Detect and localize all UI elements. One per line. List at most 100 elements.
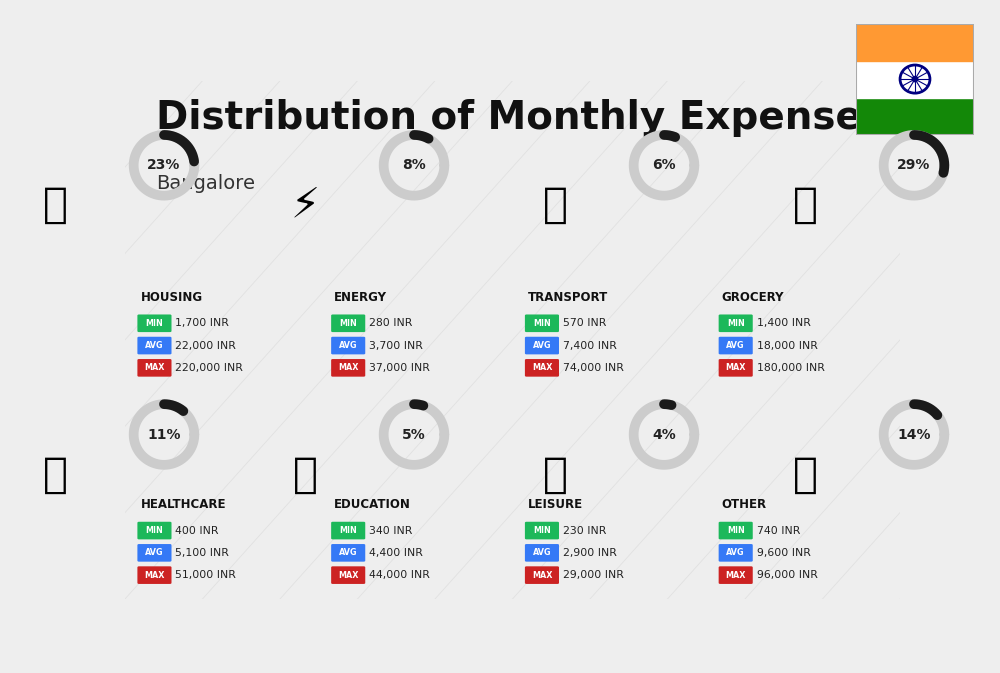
Text: HOUSING: HOUSING	[140, 291, 203, 304]
Text: 5%: 5%	[402, 427, 426, 441]
Text: MAX: MAX	[726, 571, 746, 579]
Text: 💓: 💓	[42, 454, 68, 495]
Text: Bangalore: Bangalore	[156, 174, 255, 193]
Text: AVG: AVG	[145, 341, 164, 350]
Text: HEALTHCARE: HEALTHCARE	[140, 498, 226, 511]
Text: MAX: MAX	[144, 363, 165, 372]
Text: MIN: MIN	[727, 526, 745, 535]
Text: AVG: AVG	[145, 548, 164, 557]
Text: 1,400 INR: 1,400 INR	[757, 318, 810, 328]
Text: ENERGY: ENERGY	[334, 291, 387, 304]
Text: TRANSPORT: TRANSPORT	[528, 291, 608, 304]
Text: 4%: 4%	[652, 427, 676, 441]
FancyBboxPatch shape	[719, 359, 753, 377]
Text: GROCERY: GROCERY	[722, 291, 784, 304]
Text: 9,600 INR: 9,600 INR	[757, 548, 810, 558]
Text: 280 INR: 280 INR	[369, 318, 413, 328]
Text: MIN: MIN	[339, 526, 357, 535]
FancyBboxPatch shape	[719, 336, 753, 355]
Text: 1,700 INR: 1,700 INR	[175, 318, 229, 328]
Text: 7,400 INR: 7,400 INR	[563, 341, 617, 351]
Text: MAX: MAX	[338, 571, 358, 579]
Text: AVG: AVG	[533, 548, 551, 557]
Text: 96,000 INR: 96,000 INR	[757, 570, 818, 580]
Text: 23%: 23%	[147, 158, 181, 172]
Text: OTHER: OTHER	[722, 498, 767, 511]
Text: MAX: MAX	[144, 571, 165, 579]
Text: 5,100 INR: 5,100 INR	[175, 548, 229, 558]
FancyBboxPatch shape	[719, 522, 753, 539]
Text: AVG: AVG	[533, 341, 551, 350]
FancyBboxPatch shape	[525, 314, 559, 332]
Text: MIN: MIN	[339, 319, 357, 328]
Text: 230 INR: 230 INR	[563, 526, 606, 536]
Text: 2,900 INR: 2,900 INR	[563, 548, 617, 558]
Text: 37,000 INR: 37,000 INR	[369, 363, 430, 373]
FancyBboxPatch shape	[525, 359, 559, 377]
Text: LEISURE: LEISURE	[528, 498, 583, 511]
FancyBboxPatch shape	[331, 359, 365, 377]
FancyBboxPatch shape	[525, 566, 559, 584]
Text: MAX: MAX	[726, 363, 746, 372]
FancyBboxPatch shape	[719, 314, 753, 332]
Text: 400 INR: 400 INR	[175, 526, 219, 536]
Text: 340 INR: 340 INR	[369, 526, 413, 536]
Text: 4,400 INR: 4,400 INR	[369, 548, 423, 558]
Text: MIN: MIN	[533, 526, 551, 535]
Text: Distribution of Monthly Expenses: Distribution of Monthly Expenses	[156, 99, 885, 137]
FancyBboxPatch shape	[137, 566, 172, 584]
Text: 🏢: 🏢	[42, 184, 68, 226]
Text: 14%: 14%	[897, 427, 931, 441]
Text: 29,000 INR: 29,000 INR	[563, 570, 624, 580]
Text: 44,000 INR: 44,000 INR	[369, 570, 430, 580]
FancyBboxPatch shape	[719, 544, 753, 562]
Text: 570 INR: 570 INR	[563, 318, 606, 328]
FancyBboxPatch shape	[137, 314, 172, 332]
Text: 8%: 8%	[402, 158, 426, 172]
FancyBboxPatch shape	[331, 314, 365, 332]
Text: MIN: MIN	[533, 319, 551, 328]
FancyBboxPatch shape	[525, 522, 559, 539]
FancyBboxPatch shape	[331, 336, 365, 355]
Bar	[856, 24, 974, 61]
FancyBboxPatch shape	[137, 522, 172, 539]
Text: AVG: AVG	[339, 341, 357, 350]
Text: 18,000 INR: 18,000 INR	[757, 341, 818, 351]
Bar	[856, 61, 974, 98]
Text: 💰: 💰	[792, 454, 818, 495]
Text: 180,000 INR: 180,000 INR	[757, 363, 824, 373]
Text: MAX: MAX	[532, 363, 552, 372]
FancyBboxPatch shape	[137, 336, 172, 355]
Text: 51,000 INR: 51,000 INR	[175, 570, 236, 580]
Text: AVG: AVG	[726, 548, 745, 557]
Text: MIN: MIN	[146, 319, 163, 328]
Bar	[856, 98, 974, 135]
Text: 29%: 29%	[897, 158, 931, 172]
FancyBboxPatch shape	[525, 336, 559, 355]
Text: 74,000 INR: 74,000 INR	[563, 363, 624, 373]
FancyBboxPatch shape	[525, 544, 559, 562]
Text: MIN: MIN	[727, 319, 745, 328]
Text: AVG: AVG	[339, 548, 357, 557]
Text: 6%: 6%	[652, 158, 676, 172]
Text: MAX: MAX	[532, 571, 552, 579]
FancyBboxPatch shape	[137, 359, 172, 377]
Text: 🛍: 🛍	[542, 454, 568, 495]
Text: 11%: 11%	[147, 427, 181, 441]
Text: 220,000 INR: 220,000 INR	[175, 363, 243, 373]
Text: 740 INR: 740 INR	[757, 526, 800, 536]
FancyBboxPatch shape	[719, 566, 753, 584]
Text: AVG: AVG	[726, 341, 745, 350]
Text: 🚌: 🚌	[542, 184, 568, 226]
Text: MAX: MAX	[338, 363, 358, 372]
FancyBboxPatch shape	[331, 566, 365, 584]
Text: 🎓: 🎓	[292, 454, 318, 495]
Text: 🛒: 🛒	[792, 184, 818, 226]
FancyBboxPatch shape	[331, 522, 365, 539]
Text: 3,700 INR: 3,700 INR	[369, 341, 423, 351]
Text: ⚡: ⚡	[290, 184, 320, 226]
Text: 22,000 INR: 22,000 INR	[175, 341, 236, 351]
FancyBboxPatch shape	[331, 544, 365, 562]
Circle shape	[912, 77, 918, 81]
Text: EDUCATION: EDUCATION	[334, 498, 411, 511]
